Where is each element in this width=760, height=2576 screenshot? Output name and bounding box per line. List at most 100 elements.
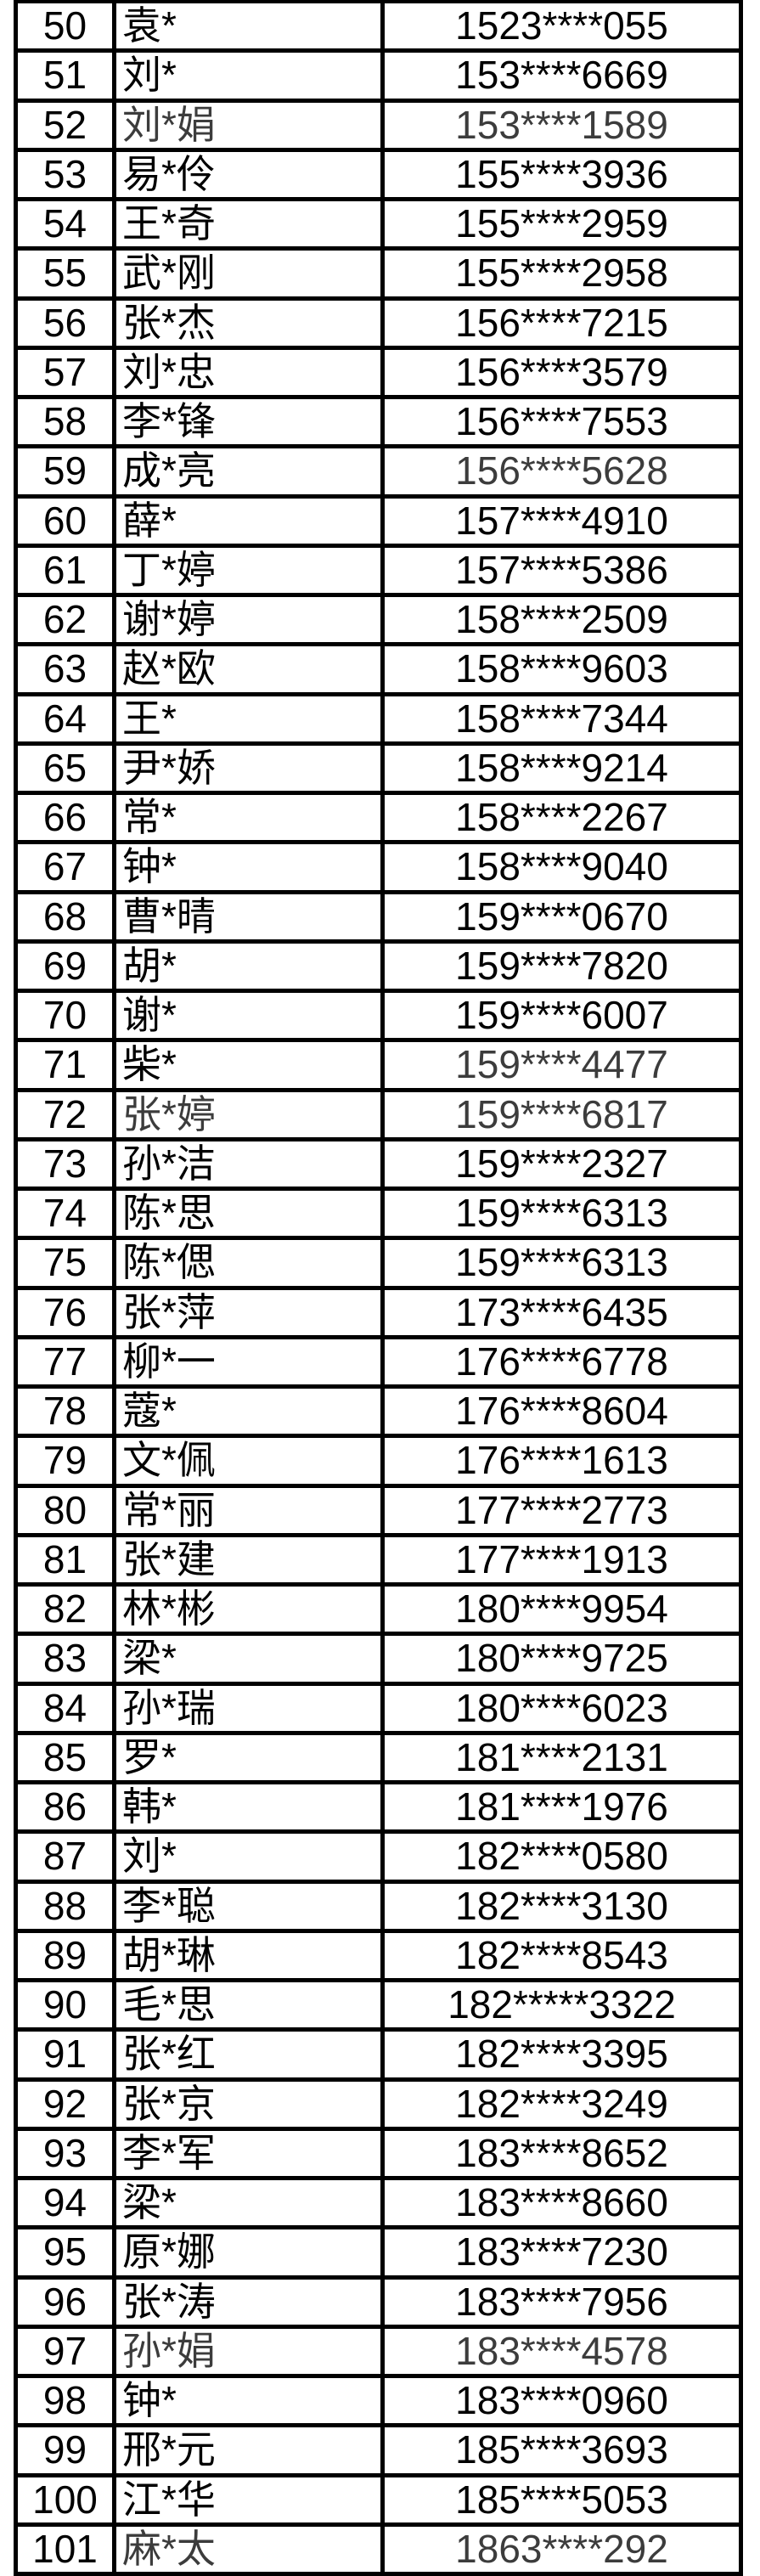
row-index-cell: 57 <box>18 349 116 395</box>
row-index-cell: 68 <box>18 893 116 939</box>
table-row: 72 张*婷 159****6817 <box>18 1091 739 1141</box>
row-index-cell: 81 <box>18 1536 116 1582</box>
name-cell: 钟* <box>116 2378 385 2424</box>
name-cell: 陈*偲 <box>116 1240 385 1286</box>
row-index-cell: 82 <box>18 1587 116 1632</box>
row-index-cell: 97 <box>18 2328 116 2374</box>
table-row: 91 张*红 182****3395 <box>18 2032 739 2082</box>
phone-cell: 183****7956 <box>455 2279 668 2324</box>
row-index-cell: 95 <box>18 2229 116 2275</box>
name-cell: 易*伶 <box>116 151 385 197</box>
row-index-cell: 85 <box>18 1734 116 1780</box>
table-row: 82 林*彬 180****9954 <box>18 1587 739 1637</box>
name-cell: 刘*忠 <box>116 349 385 395</box>
table-row: 55 武*刚 155****2958 <box>18 251 739 301</box>
phone-cell: 159****7820 <box>455 943 668 988</box>
row-index-cell: 73 <box>18 1141 116 1187</box>
table-row: 75 陈*偲 159****6313 <box>18 1240 739 1290</box>
name-cell: 陈*思 <box>116 1191 385 1237</box>
row-index-cell: 100 <box>18 2477 116 2522</box>
phone-cell: 173****6435 <box>455 1289 668 1334</box>
row-index-cell: 64 <box>18 696 116 741</box>
name-cell: 毛*思 <box>116 1982 385 2028</box>
row-index-cell: 99 <box>18 2427 116 2473</box>
name-cell: 丁*婷 <box>116 547 385 593</box>
row-index-cell: 79 <box>18 1438 116 1484</box>
row-index-cell: 76 <box>18 1289 116 1335</box>
table-row: 62 谢*婷 158****2509 <box>18 597 739 647</box>
table-row: 79 文*佩 176****1613 <box>18 1438 739 1488</box>
name-cell: 李*锋 <box>116 399 385 445</box>
table-row: 83 梁* 180****9725 <box>18 1636 739 1686</box>
phone-cell: 182****3395 <box>455 2032 668 2077</box>
phone-cell: 158****7344 <box>455 696 668 741</box>
phone-cell: 176****1613 <box>455 1438 668 1483</box>
row-index-cell: 62 <box>18 597 116 643</box>
table-row: 52 刘*娟 153****1589 <box>18 102 739 152</box>
name-cell: 武*刚 <box>116 251 385 296</box>
phone-cell: 182****3130 <box>455 1883 668 1928</box>
name-cell: 刘*娟 <box>116 102 385 148</box>
name-cell: 胡*琳 <box>116 1932 385 1978</box>
table-row: 100 江*华 185****5053 <box>18 2477 739 2527</box>
row-index-cell: 78 <box>18 1389 116 1435</box>
row-index-cell: 58 <box>18 399 116 445</box>
phone-cell: 158****9214 <box>455 745 668 790</box>
table-row: 96 张*涛 183****7956 <box>18 2279 739 2329</box>
name-cell: 孙*娟 <box>116 2328 385 2374</box>
row-index-cell: 71 <box>18 1042 116 1088</box>
name-cell: 孙*洁 <box>116 1141 385 1187</box>
table-row: 56 张*杰 156****7215 <box>18 300 739 350</box>
name-cell: 张*红 <box>116 2032 385 2077</box>
row-index-cell: 83 <box>18 1636 116 1682</box>
phone-cell: 180****9725 <box>455 1636 668 1681</box>
row-index-cell: 87 <box>18 1834 116 1880</box>
table-row: 65 尹*娇 158****9214 <box>18 745 739 795</box>
row-index-cell: 80 <box>18 1487 116 1533</box>
name-cell: 张*建 <box>116 1536 385 1582</box>
phone-cell: 156****3579 <box>455 349 668 394</box>
phone-cell: 158****9603 <box>455 646 668 691</box>
table-row: 59 成*亮 156****5628 <box>18 448 739 499</box>
phone-cell: 156****7553 <box>455 399 668 443</box>
name-cell: 刘* <box>116 1834 385 1880</box>
row-index-cell: 59 <box>18 448 116 494</box>
phone-cell: 158****2267 <box>455 795 668 839</box>
table-row: 61 丁*婷 157****5386 <box>18 547 739 597</box>
phone-cell: 183****4578 <box>455 2328 668 2373</box>
phone-cell: 176****8604 <box>455 1389 668 1433</box>
row-index-cell: 77 <box>18 1339 116 1384</box>
row-index-cell: 56 <box>18 300 116 346</box>
table-row: 90 毛*思 182*****3322 <box>18 1982 739 2032</box>
name-cell: 孙*瑞 <box>116 1685 385 1731</box>
table-row: 97 孙*娟 183****4578 <box>18 2328 739 2378</box>
phone-cell: 177****2773 <box>455 1487 668 1532</box>
table-row: 64 王* 158****7344 <box>18 696 739 746</box>
table-row: 58 李*锋 156****7553 <box>18 399 739 449</box>
name-cell: 刘* <box>116 53 385 99</box>
row-index-cell: 66 <box>18 795 116 841</box>
name-cell: 王*奇 <box>116 201 385 247</box>
name-cell: 麻*太 <box>116 2526 385 2572</box>
name-cell: 谢* <box>116 993 385 1039</box>
phone-cell: 157****4910 <box>455 498 668 543</box>
table-row: 98 钟* 183****0960 <box>18 2378 739 2428</box>
row-index-cell: 63 <box>18 646 116 692</box>
table-row: 51 刘* 153****6669 <box>18 53 739 103</box>
row-index-cell: 88 <box>18 1883 116 1929</box>
phone-cell: 159****6313 <box>455 1191 668 1235</box>
table-row: 94 梁* 183****8660 <box>18 2180 739 2230</box>
phone-cell: 183****8652 <box>455 2130 668 2175</box>
table-row: 76 张*萍 173****6435 <box>18 1289 739 1339</box>
phone-cell: 156****5628 <box>455 448 668 493</box>
phone-cell: 182****0580 <box>455 1834 668 1879</box>
name-cell: 曹*晴 <box>116 893 385 939</box>
name-cell: 张*涛 <box>116 2279 385 2325</box>
name-cell: 柴* <box>116 1042 385 1088</box>
phone-cell: 182*****3322 <box>448 1982 676 2026</box>
table-row: 54 王*奇 155****2959 <box>18 201 739 251</box>
phone-cell: 181****2131 <box>455 1734 668 1779</box>
name-cell: 罗* <box>116 1734 385 1780</box>
table-row: 95 原*娜 183****7230 <box>18 2229 739 2280</box>
phone-cell: 185****5053 <box>455 2477 668 2522</box>
